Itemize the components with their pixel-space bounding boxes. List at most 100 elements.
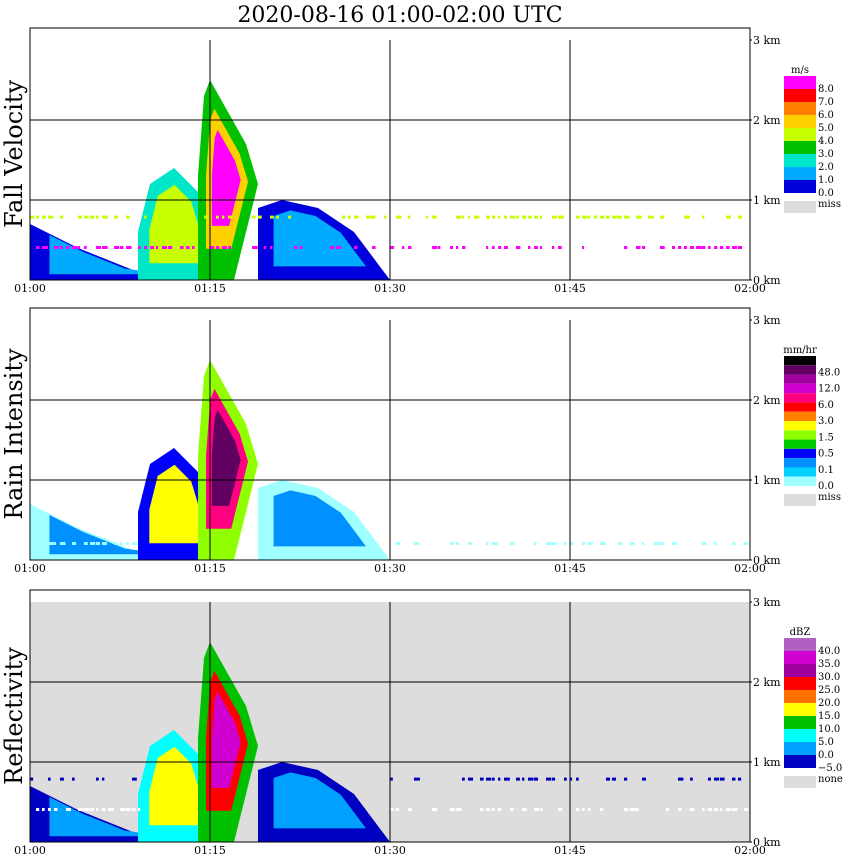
rain-intensity-colorbar-level: 6.0 <box>818 400 834 411</box>
reflectivity-speckle <box>630 808 636 811</box>
reflectivity-height-tick: 2 km <box>753 676 781 689</box>
reflectivity-speckle <box>72 777 75 781</box>
fall-velocity-speckle <box>702 215 705 219</box>
rain-intensity-speckle <box>654 542 660 545</box>
rain-intensity-speckle <box>570 542 574 545</box>
reflectivity-speckle <box>78 808 84 811</box>
fall-velocity-colorbar-level: 4.0 <box>818 136 834 147</box>
rain-intensity-speckle <box>534 542 537 545</box>
fall-velocity-speckle <box>738 246 743 249</box>
fall-velocity-speckle <box>540 215 543 219</box>
fall-velocity-speckle <box>438 246 441 249</box>
fall-velocity-speckle <box>624 246 628 249</box>
fall-velocity-speckle <box>738 215 742 219</box>
rain-intensity-colorbar-cell <box>784 402 816 412</box>
fall-velocity-height-tick: 0 km <box>753 274 781 287</box>
fall-velocity-speckle <box>582 215 588 219</box>
rain-intensity-echo-2-core-1 <box>211 409 241 506</box>
rain-intensity-speckle <box>714 542 717 545</box>
reflectivity-speckle <box>732 777 736 781</box>
fall-velocity-time-tick: 01:00 <box>14 282 46 295</box>
reflectivity-colorbar-level: 0.0 <box>818 750 834 761</box>
fall-velocity-speckle <box>678 246 682 249</box>
reflectivity-time-tick: 01:45 <box>554 844 586 857</box>
reflectivity-speckle <box>726 808 732 811</box>
fall-velocity-speckle <box>492 246 495 249</box>
fall-velocity-speckle <box>612 215 618 219</box>
reflectivity-speckle <box>102 808 106 811</box>
fall-velocity-speckle <box>432 246 438 249</box>
fall-velocity-speckle <box>558 215 564 219</box>
fall-velocity-speckle <box>732 246 738 249</box>
rain-intensity-speckle <box>732 542 736 545</box>
fall-velocity-speckle <box>210 246 215 249</box>
fall-velocity-speckle <box>162 246 167 249</box>
reflectivity-speckle <box>624 777 628 781</box>
fall-velocity-speckle <box>372 246 376 249</box>
rain-intensity-colorbar-level: 1.5 <box>818 432 834 443</box>
fall-velocity-speckle <box>534 246 538 249</box>
fall-velocity-speckle <box>606 215 610 219</box>
reflectivity-height-tick: 0 km <box>753 836 781 849</box>
reflectivity-speckle <box>486 808 491 811</box>
fall-velocity-speckle <box>582 246 585 249</box>
reflectivity-colorbar-level: −5.0 <box>818 763 842 774</box>
reflectivity-colorbar-level: 40.0 <box>818 646 840 657</box>
rain-intensity-speckle <box>60 542 66 545</box>
fall-velocity-speckle <box>228 215 232 219</box>
fall-velocity-speckle <box>48 215 54 219</box>
fall-velocity-colorbar-cell <box>784 89 816 102</box>
fall-velocity-speckle <box>354 246 358 249</box>
reflectivity-speckle <box>498 777 501 781</box>
fall-velocity-speckle <box>462 246 466 249</box>
fall-velocity-speckle <box>402 246 405 249</box>
fall-velocity-speckle <box>408 246 412 249</box>
fall-velocity-echo-0-core-0 <box>49 235 168 275</box>
fall-velocity-speckle <box>90 215 95 219</box>
reflectivity-speckle <box>96 808 99 811</box>
fall-velocity-speckle <box>726 215 732 219</box>
fall-velocity-speckle <box>84 215 89 219</box>
rain-intensity-colorbar-cell <box>784 365 816 375</box>
rain-intensity-speckle <box>600 542 606 545</box>
rain-intensity-speckle <box>672 542 677 545</box>
fall-velocity-echo-1-core-0 <box>149 184 209 264</box>
fall-velocity-speckle <box>300 246 303 249</box>
fall-velocity-speckle <box>600 215 605 219</box>
rain-intensity-miss-label: miss <box>818 492 841 503</box>
reflectivity-speckle <box>516 777 520 781</box>
fall-velocity-speckle <box>696 246 702 249</box>
reflectivity-colorbar-level: 5.0 <box>818 737 834 748</box>
reflectivity-colorbar-cell <box>784 716 816 729</box>
rain-intensity-echo-0-core-0 <box>49 515 168 555</box>
fall-velocity-speckle <box>498 246 502 249</box>
fall-velocity-speckle <box>354 215 359 219</box>
rain-intensity-speckle <box>36 542 39 545</box>
rain-intensity-speckle <box>552 542 557 545</box>
fall-velocity-time-tick: 01:45 <box>554 282 586 295</box>
reflectivity-speckle <box>576 808 580 811</box>
fall-velocity-speckle <box>366 215 372 219</box>
reflectivity-speckle <box>642 777 646 781</box>
fall-velocity-speckle <box>456 215 462 219</box>
rain-intensity-colorbar-cell <box>784 458 816 468</box>
fall-velocity-speckle <box>156 246 159 249</box>
fall-velocity-speckle <box>216 215 219 219</box>
fall-velocity-speckle <box>114 215 118 219</box>
rain-intensity-speckle <box>486 542 489 545</box>
fall-velocity-speckle <box>138 246 141 249</box>
reflectivity-speckle <box>480 777 484 781</box>
fall-velocity-speckle <box>348 215 351 219</box>
fall-velocity-speckle <box>390 246 395 249</box>
fall-velocity-speckle <box>168 215 174 219</box>
rain-intensity-speckle <box>630 542 635 545</box>
fall-velocity-speckle <box>78 215 82 219</box>
reflectivity-speckle <box>690 777 693 781</box>
reflectivity-speckle <box>84 808 90 811</box>
rain-intensity-echo-1-core-0 <box>149 464 209 544</box>
reflectivity-speckle <box>96 777 99 781</box>
reflectivity-speckle <box>504 777 510 781</box>
fall-velocity-speckle <box>180 246 184 249</box>
reflectivity-speckle <box>720 777 725 781</box>
reflectivity-miss-label: none <box>818 774 843 785</box>
